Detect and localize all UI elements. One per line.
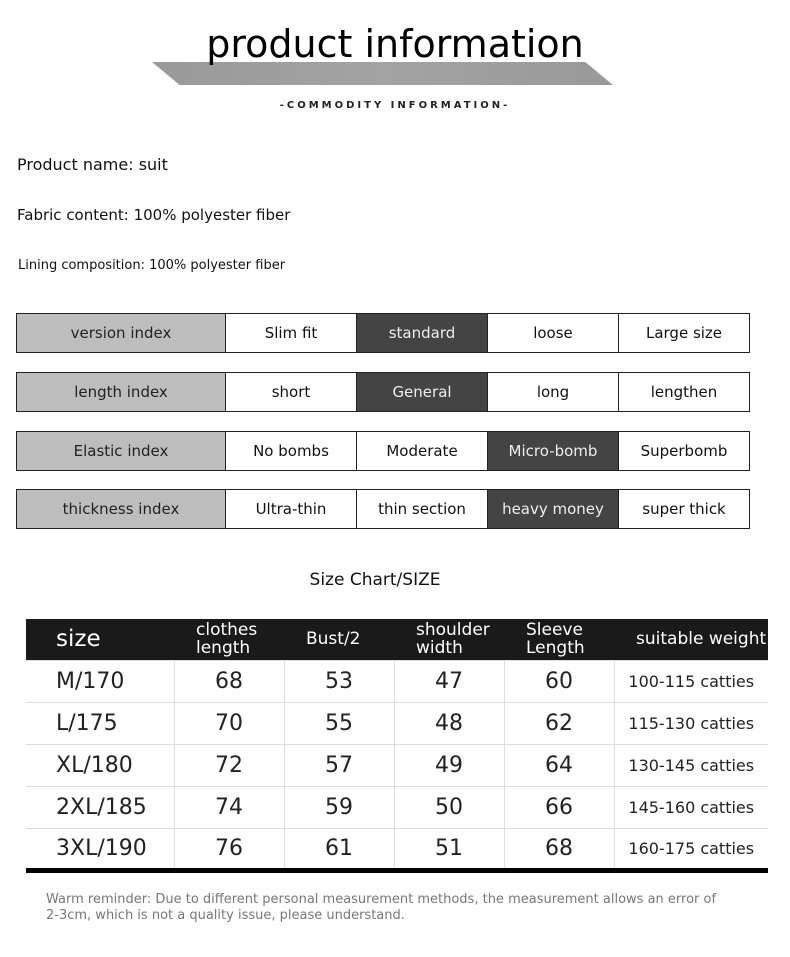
table-cell: 115-130 catties xyxy=(613,701,768,745)
table-cell: XL/180 xyxy=(26,743,175,787)
index-option-selected: Micro-bomb xyxy=(487,432,618,470)
table-row: XL/180 72 57 49 64 130-145 catties xyxy=(26,743,768,787)
table-row: 3XL/190 76 61 51 68 160-175 catties xyxy=(26,827,768,871)
table-cell: 51 xyxy=(393,827,505,871)
table-row: 2XL/185 74 59 50 66 145-160 catties xyxy=(26,785,768,829)
size-chart-title: Size Chart/SIZE xyxy=(309,570,441,590)
table-cell: 100-115 catties xyxy=(613,659,768,703)
table-cell: 74 xyxy=(173,785,285,829)
table-cell: 50 xyxy=(393,785,505,829)
table-cell: 64 xyxy=(503,743,615,787)
index-option: Slim fit xyxy=(225,314,356,352)
index-label: length index xyxy=(17,373,225,411)
table-cell: M/170 xyxy=(26,659,175,703)
index-option: Ultra-thin xyxy=(225,490,356,528)
index-option: short xyxy=(225,373,356,411)
column-header: size xyxy=(26,619,174,660)
page-title: product information xyxy=(206,22,584,66)
product-name: Product name: suit xyxy=(17,155,168,174)
warm-reminder: Warm reminder: Due to different personal… xyxy=(46,892,717,923)
table-cell: 62 xyxy=(503,701,615,745)
table-cell: L/175 xyxy=(26,701,175,745)
index-row: version index Slim fit standard loose Large … xyxy=(16,313,750,353)
table-row: L/175 70 55 48 62 115-130 catties xyxy=(26,701,768,745)
column-header: Sleeve Length xyxy=(504,619,614,660)
table-cell: 57 xyxy=(283,743,395,787)
index-option: super thick xyxy=(618,490,749,528)
table-cell: 160-175 catties xyxy=(613,827,768,871)
column-header: Bust/2 xyxy=(284,619,394,660)
table-cell: 76 xyxy=(173,827,285,871)
table-cell: 59 xyxy=(283,785,395,829)
title-banner-shape xyxy=(152,62,613,85)
index-label: thickness index xyxy=(17,490,225,528)
table-cell: 68 xyxy=(173,659,285,703)
index-option: lengthen xyxy=(618,373,749,411)
index-option: Moderate xyxy=(356,432,487,470)
table-cell: 53 xyxy=(283,659,395,703)
index-option: loose xyxy=(487,314,618,352)
index-option-selected: General xyxy=(356,373,487,411)
table-cell: 72 xyxy=(173,743,285,787)
table-cell: 2XL/185 xyxy=(26,785,175,829)
index-row: length index short General long lengthen xyxy=(16,372,750,412)
table-cell: 68 xyxy=(503,827,615,871)
page-subtitle: -COMMODITY INFORMATION- xyxy=(279,100,511,111)
table-cell: 70 xyxy=(173,701,285,745)
index-option: No bombs xyxy=(225,432,356,470)
table-cell: 49 xyxy=(393,743,505,787)
table-row: M/170 68 53 47 60 100-115 catties xyxy=(26,659,768,703)
table-cell: 145-160 catties xyxy=(613,785,768,829)
index-row: Elastic index No bombs Moderate Micro-bomb S… xyxy=(16,431,750,471)
index-label: Elastic index xyxy=(17,432,225,470)
index-row: thickness index Ultra-thin thin section hea… xyxy=(16,489,750,529)
index-option-selected: heavy money xyxy=(487,490,618,528)
table-cell: 60 xyxy=(503,659,615,703)
index-label: version index xyxy=(17,314,225,352)
fabric-content: Fabric content: 100% polyester fiber xyxy=(17,206,291,224)
table-cell: 61 xyxy=(283,827,395,871)
table-cell: 3XL/190 xyxy=(26,827,175,871)
index-option: Superbomb xyxy=(618,432,749,470)
column-header: shoulder width xyxy=(394,619,504,660)
column-header: clothes length xyxy=(174,619,284,660)
table-cell: 48 xyxy=(393,701,505,745)
table-cell: 55 xyxy=(283,701,395,745)
size-table: size clothes length Bust/2 shoulder width Sl… xyxy=(26,619,768,873)
index-option-selected: standard xyxy=(356,314,487,352)
table-cell: 47 xyxy=(393,659,505,703)
table-cell: 130-145 catties xyxy=(613,743,768,787)
column-header: suitable weight xyxy=(614,619,768,660)
index-option: thin section xyxy=(356,490,487,528)
index-option: Large size xyxy=(618,314,749,352)
table-cell: 66 xyxy=(503,785,615,829)
index-option: long xyxy=(487,373,618,411)
lining-composition: Lining composition: 100% polyester fiber xyxy=(18,258,286,273)
